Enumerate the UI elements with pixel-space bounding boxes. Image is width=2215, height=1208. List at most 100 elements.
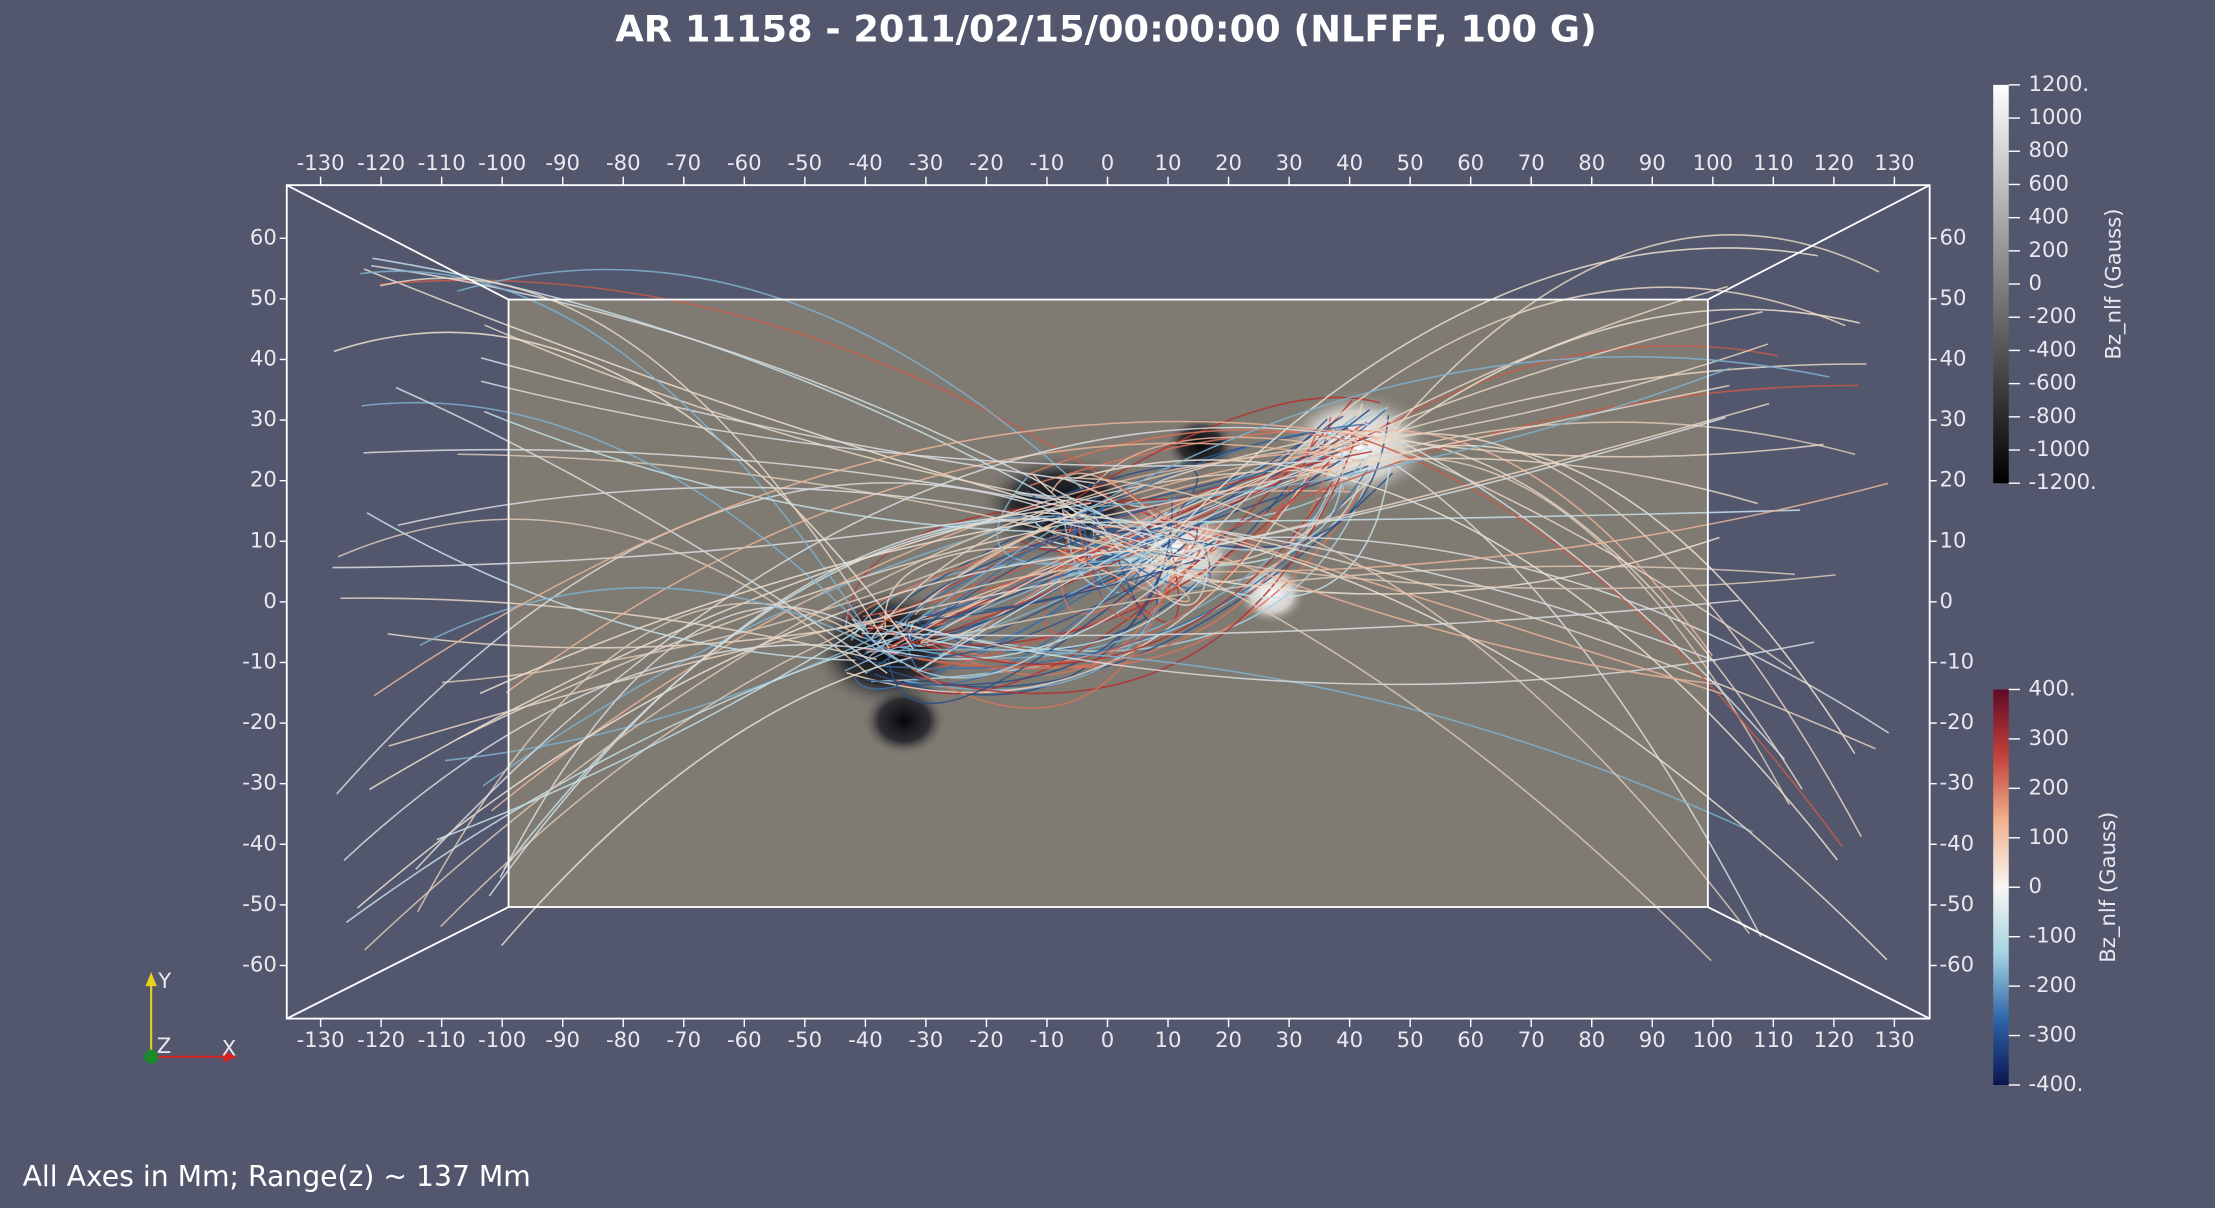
y-tick-label: 10 [250, 527, 277, 552]
field-line [861, 528, 1146, 630]
field-line [484, 410, 1040, 533]
x-tick-label: 120 [1814, 150, 1854, 175]
field-line [337, 518, 868, 674]
x-tick-label: -40 [848, 150, 883, 175]
field-line [1380, 345, 1778, 430]
field-line [444, 628, 894, 762]
y-tick-label: -30 [1940, 770, 1975, 795]
colorbar-tick-label: 600 [2029, 170, 2069, 195]
field-line [905, 561, 1177, 709]
field-line [506, 442, 1363, 694]
field-line [920, 363, 1867, 643]
field-line [1086, 526, 1712, 962]
x-tick-label: -60 [727, 150, 762, 175]
colorbar-title: Bz_nlf (Gauss) [2095, 812, 2121, 963]
field-line [361, 401, 867, 631]
field-line [1026, 418, 1328, 534]
x-tick-label: 40 [1336, 1027, 1363, 1052]
field-line [480, 380, 1389, 467]
field-line [456, 268, 1083, 490]
field-line [388, 554, 1207, 747]
axis-y-label: Y [157, 968, 171, 993]
colorbar-tick-label: -400. [2029, 1071, 2084, 1096]
field-line [1054, 509, 1801, 524]
field-line [1090, 436, 1346, 491]
x-tick-label: -100 [478, 150, 526, 175]
field-line [457, 527, 1052, 740]
field-line [380, 277, 890, 649]
x-tick-label: 110 [1753, 150, 1793, 175]
colorbar-tick-label: 400. [2029, 675, 2076, 700]
x-tick-label: -130 [297, 1027, 345, 1052]
field-line [901, 623, 1815, 686]
x-tick-label: -100 [478, 1027, 526, 1052]
x-tick-label: -10 [1030, 150, 1065, 175]
x-tick-label: -40 [848, 1027, 883, 1052]
field-line [340, 597, 877, 661]
field-line [996, 477, 1170, 566]
field-line [917, 447, 1369, 672]
field-line [1073, 459, 1838, 861]
y-tick-label: 50 [1940, 285, 1967, 310]
colorbar-tick-label: -600 [2029, 370, 2077, 395]
field-line [366, 512, 856, 662]
colorbar-tick-label: -100 [2029, 923, 2077, 948]
x-tick-label: -20 [969, 150, 1004, 175]
field-line [480, 357, 1096, 485]
y-tick-label: 30 [1940, 406, 1967, 431]
colorbar-tick-label: -1000 [2029, 436, 2091, 461]
field-line [871, 452, 1344, 683]
x-tick-label: -30 [909, 150, 944, 175]
field-line [1052, 476, 1751, 935]
x-tick-label: -120 [357, 150, 405, 175]
x-tick-label: -80 [606, 1027, 641, 1052]
axis-z-label: Z [157, 1033, 172, 1058]
x-tick-label: 70 [1518, 1027, 1545, 1052]
y-tick-label: 20 [250, 467, 277, 492]
x-tick-label: 80 [1578, 150, 1605, 175]
x-tick-label: -50 [788, 150, 823, 175]
y-tick-label: 40 [250, 345, 277, 370]
colorbar [1993, 84, 2009, 484]
field-line [369, 498, 1073, 791]
x-tick-label: -50 [788, 1027, 823, 1052]
field-line [1080, 367, 1731, 509]
x-tick-label: 10 [1155, 150, 1182, 175]
x-tick-label: -80 [606, 150, 641, 175]
field-line [912, 453, 1312, 653]
x-tick-label: 20 [1215, 150, 1242, 175]
x-tick-label: 0 [1101, 1027, 1114, 1052]
x-tick-label: 90 [1639, 150, 1666, 175]
colorbar-tick-label: 400 [2029, 204, 2069, 229]
x-tick-label: -30 [909, 1027, 944, 1052]
field-line [1333, 285, 1728, 450]
colorbar [1993, 689, 2009, 1085]
field-line [436, 624, 867, 841]
field-line [1203, 384, 1859, 543]
field-line [904, 531, 1186, 684]
x-tick-label: 20 [1215, 1027, 1242, 1052]
x-tick-label: -110 [418, 1027, 466, 1052]
x-tick-label: 0 [1101, 150, 1114, 175]
field-line [415, 426, 1332, 870]
field-line [441, 527, 1049, 684]
colorbar-tick-label: 1000 [2029, 104, 2083, 129]
y-tick-label: -40 [242, 830, 277, 855]
field-line [332, 502, 1092, 569]
field-line [1339, 429, 1713, 657]
x-tick-label: 30 [1276, 150, 1303, 175]
y-tick-label: 10 [1940, 527, 1967, 552]
x-tick-label: -90 [545, 150, 580, 175]
x-tick-label: -70 [666, 150, 701, 175]
field-line [1348, 343, 1769, 446]
field-line [1383, 308, 1860, 444]
field-line [373, 420, 1380, 697]
x-tick-label: 70 [1518, 150, 1545, 175]
field-line [1035, 538, 1190, 603]
y-tick-label: 60 [1940, 224, 1967, 249]
field-line [1065, 478, 1173, 573]
field-line [1164, 421, 1856, 540]
x-tick-label: 50 [1397, 1027, 1424, 1052]
field-line [870, 648, 1753, 833]
